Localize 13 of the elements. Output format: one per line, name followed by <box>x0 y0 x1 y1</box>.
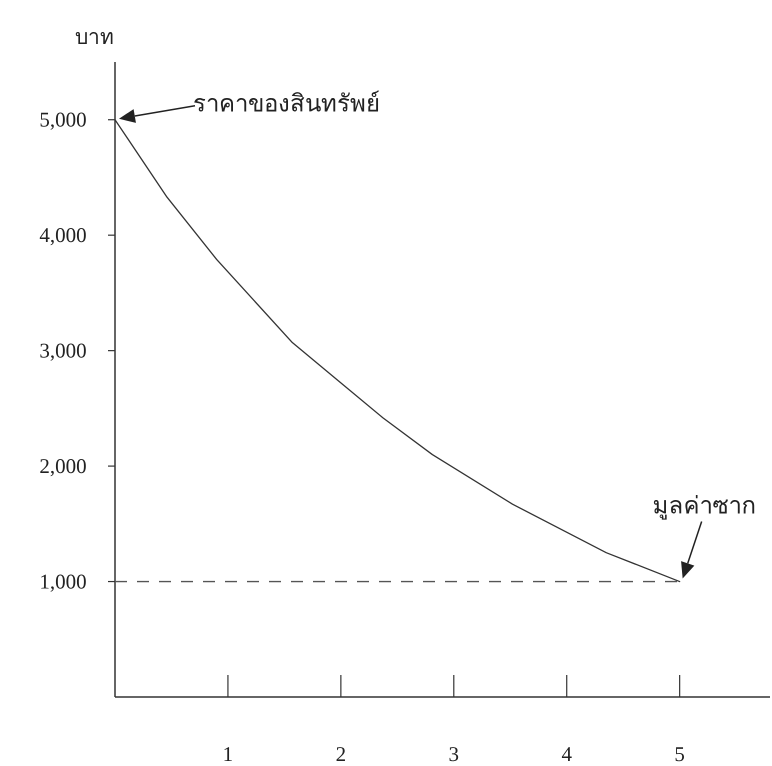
annotation: ราคาของสินทรัพย์ <box>193 90 380 118</box>
x-tick-label: 2 <box>336 742 346 766</box>
x-tick-label: 5 <box>674 742 685 766</box>
x-tick-label: 3 <box>448 742 460 766</box>
x-tick-label: 1 <box>222 742 234 766</box>
y-tick-label: 1,000 <box>39 570 87 594</box>
y-tick-label: 2,000 <box>39 454 87 478</box>
y-tick-label: 5,000 <box>39 108 87 132</box>
x-tick-label: 4 <box>561 742 572 766</box>
y-tick-label: 3,000 <box>39 338 87 363</box>
annotation: มูลค่าซาก <box>652 494 757 521</box>
y-tick-label: 4,000 <box>39 223 87 248</box>
y-axis-title: บาท <box>75 25 114 49</box>
